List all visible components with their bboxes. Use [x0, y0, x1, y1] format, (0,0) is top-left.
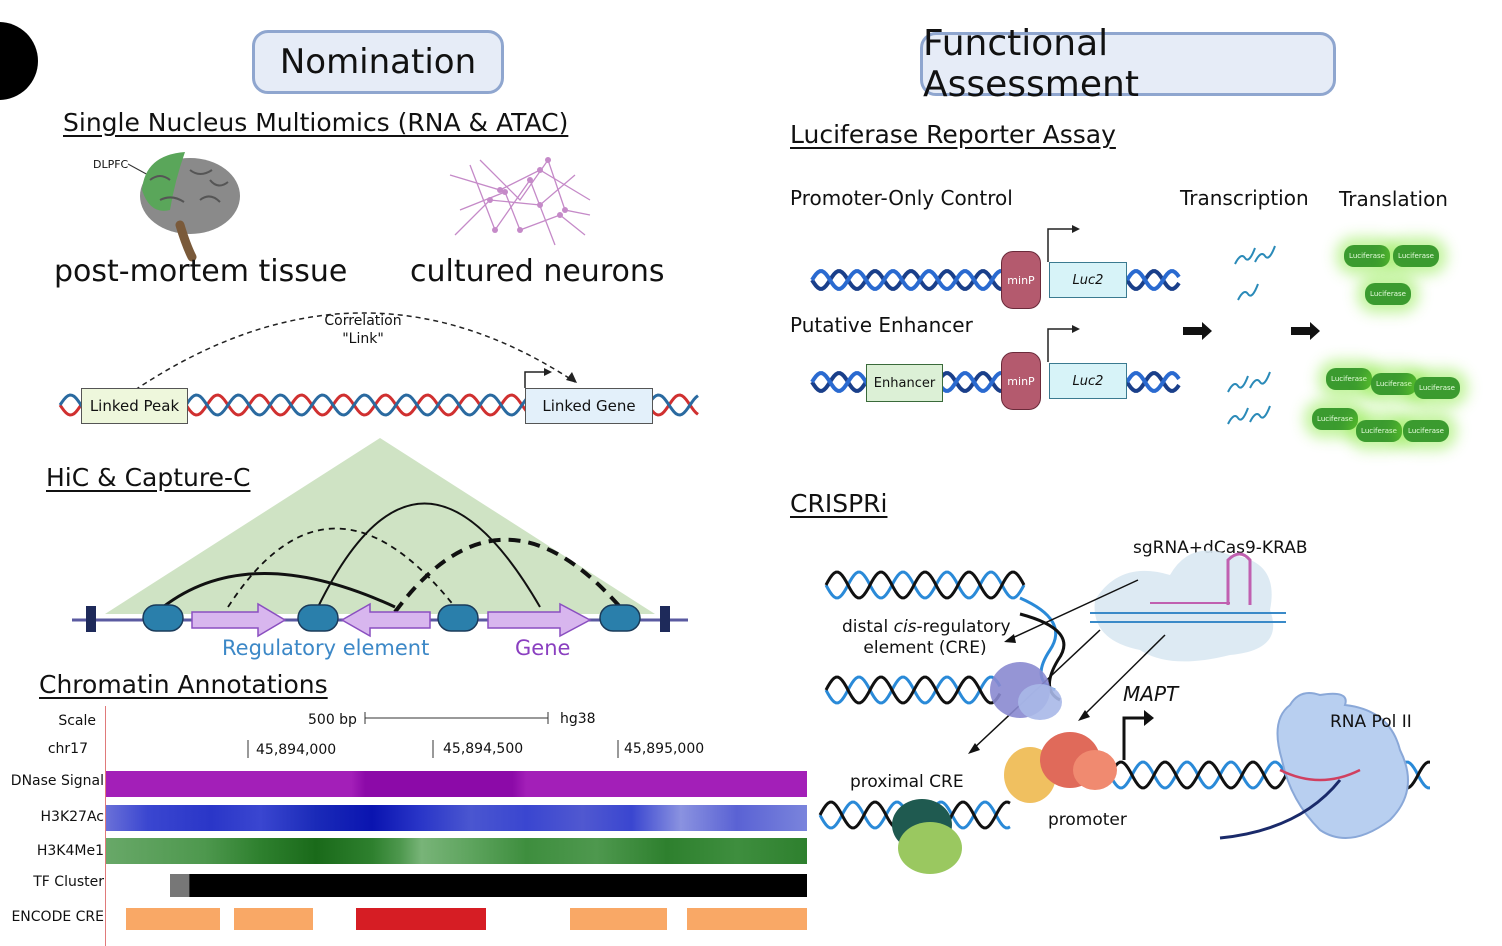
track-h3k4me1: H3K4Me1: [36, 843, 104, 859]
linked-peak-label: Linked Peak: [89, 397, 180, 415]
luciferase-protein: Luciferase: [1371, 373, 1417, 395]
linked-peak-box: Linked Peak: [81, 388, 188, 424]
distal-suffix: -regulatory: [916, 617, 1011, 637]
enhancer-label: Enhancer: [873, 375, 936, 391]
cre-block-3: [356, 908, 486, 930]
correlation-line1: Correlation: [324, 313, 402, 329]
scale-value: 500 bp: [308, 712, 357, 728]
chrom-label: chr17: [47, 741, 88, 757]
enhancer-box: Enhancer: [866, 364, 943, 402]
correlation-label: Correlation "Link": [310, 312, 416, 348]
translation-label: Translation: [1339, 187, 1448, 211]
track-dnase: DNase Signal: [10, 773, 104, 789]
functional-header: Functional Assessment: [920, 23, 1336, 105]
luciferase-protein: Luciferase: [1414, 377, 1460, 399]
luc2-box-2: Luc2: [1049, 363, 1127, 399]
luc2-label-2: Luc2: [1072, 373, 1104, 389]
dna-strand: [1125, 269, 1181, 291]
proximal-cre-label: proximal CRE: [850, 772, 964, 792]
luc2-label-1: Luc2: [1072, 272, 1104, 288]
luciferase-protein: Luciferase: [1312, 408, 1358, 430]
linked-gene-box: Linked Gene: [525, 388, 653, 424]
distal-cre-label: distal cis-regulatory element (CRE): [842, 617, 1011, 659]
dna-strand: [824, 675, 1002, 705]
luciferase-title: Luciferase Reporter Assay: [790, 120, 1116, 149]
sgrna-label: sgRNA+dCas9-KRAB: [1133, 538, 1308, 558]
dnase-track: [106, 771, 807, 797]
cre-block-5: [687, 908, 807, 930]
putative-enhancer-label: Putative Enhancer: [790, 313, 973, 337]
minp-label-2: minP: [1007, 374, 1035, 388]
dna-strand: [810, 269, 1002, 291]
scale-label: Scale: [58, 713, 96, 729]
chromatin-title: Chromatin Annotations: [39, 670, 328, 699]
rnapol-label: RNA Pol II: [1330, 712, 1412, 732]
cre-block-2: [234, 908, 313, 930]
dna-strand: [824, 675, 1002, 705]
track-encode-cre: ENCODE CRE: [11, 909, 104, 925]
luciferase-protein: Luciferase: [1356, 420, 1402, 442]
promoter-label: promoter: [1048, 810, 1127, 830]
dna-strand: [1125, 371, 1181, 393]
luciferase-protein: Luciferase: [1365, 283, 1411, 305]
mapt-label: MAPT: [1123, 682, 1179, 706]
cre-block-4: [570, 908, 667, 930]
track-labels: Scale chr17 DNase Signal H3K27Ac H3K4Me1…: [0, 706, 104, 946]
gene-label: Gene: [515, 636, 571, 660]
regulatory-element-label: Regulatory element: [222, 636, 430, 660]
track-divider: [105, 706, 106, 946]
tick-3: 45,895,000: [624, 741, 705, 757]
functional-title: Functional Assessment: [923, 23, 1139, 105]
hic-title: HiC & Capture-C: [46, 463, 251, 492]
promoter-only-label: Promoter-Only Control: [790, 186, 1013, 210]
transcription-label: Transcription: [1180, 186, 1309, 210]
assembly-label: hg38: [560, 711, 596, 727]
minp-box-1: minP: [1001, 251, 1041, 309]
minp-box-2: minP: [1001, 352, 1041, 410]
distal-line1: distal cis-regulatory: [842, 617, 1011, 638]
multiomics-title: Single Nucleus Multiomics (RNA & ATAC): [63, 108, 569, 137]
luciferase-protein: Luciferase: [1344, 245, 1390, 267]
luciferase-protein: Luciferase: [1326, 368, 1372, 390]
nomination-header: Nomination: [252, 30, 504, 94]
h3k4me1-track: [106, 838, 807, 864]
crispri-title: CRISPRi: [790, 489, 888, 518]
tick-2: 45,894,500: [443, 741, 524, 757]
luciferase-protein: Luciferase: [1403, 420, 1449, 442]
tick-1: 45,894,000: [256, 742, 337, 758]
dlpfc-label: DLPFC: [93, 158, 129, 171]
dna-strand: [824, 570, 1026, 600]
luciferase-protein: Luciferase: [1393, 245, 1439, 267]
distal-line2: element (CRE): [863, 638, 987, 658]
nomination-title: Nomination: [279, 42, 477, 82]
track-tf-cluster: TF Cluster: [33, 874, 104, 890]
neurons-label: cultured neurons: [410, 254, 665, 289]
h3k27ac-track: [106, 805, 807, 831]
linked-gene-label: Linked Gene: [542, 397, 636, 415]
tf-cluster-track: [170, 874, 807, 897]
dna-strand: [824, 570, 1026, 600]
correlation-line2: "Link": [342, 331, 384, 347]
cre-block-1: [126, 908, 220, 930]
dna-strand: [1125, 371, 1181, 393]
minp-label-1: minP: [1007, 273, 1035, 287]
dna-strand: [810, 269, 1002, 291]
tissue-label: post-mortem tissue: [54, 254, 348, 289]
dna-strand: [1125, 269, 1181, 291]
distal-cis: cis: [893, 617, 917, 637]
luc2-box-1: Luc2: [1049, 262, 1127, 298]
distal-prefix: distal: [842, 617, 894, 637]
track-h3k27ac: H3K27Ac: [40, 809, 104, 825]
